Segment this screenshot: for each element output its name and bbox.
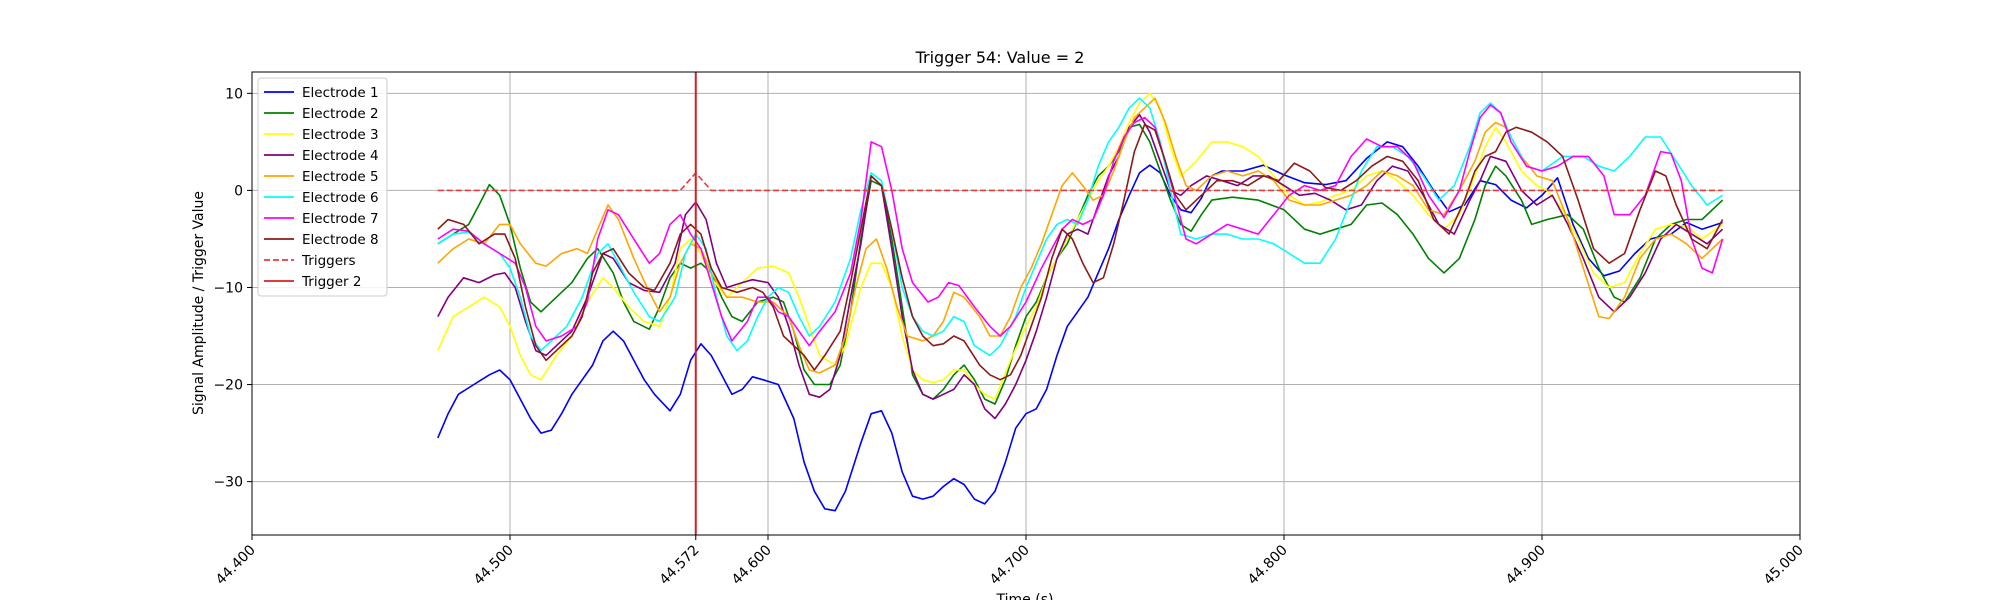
legend-label-electrode-6: Electrode 6 bbox=[302, 190, 379, 206]
legend: Electrode 1 Electrode 2 Electrode 3 Electro… bbox=[257, 77, 388, 297]
series-line-electrode-6 bbox=[437, 97, 1724, 357]
y-tick-label: −30 bbox=[213, 475, 243, 491]
y-tick-label: 0 bbox=[234, 183, 243, 199]
x-axis-label: Time (s) bbox=[996, 592, 1054, 600]
chart-title: Trigger 54: Value = 2 bbox=[915, 48, 1085, 67]
series-line-electrode-1 bbox=[437, 141, 1723, 512]
legend-label-electrode-7: Electrode 7 bbox=[302, 211, 379, 227]
legend-label-electrode-8: Electrode 8 bbox=[302, 232, 379, 248]
series-line-electrode-5 bbox=[437, 97, 1724, 374]
y-tick-label: 10 bbox=[225, 86, 243, 102]
legend-label-electrode-4: Electrode 4 bbox=[302, 148, 379, 164]
y-tick-label: −20 bbox=[213, 378, 243, 394]
series-line-electrode-7 bbox=[437, 104, 1724, 347]
legend-box bbox=[257, 77, 388, 297]
legend-label-triggers: Triggers bbox=[301, 253, 356, 269]
series-line-electrode-2 bbox=[437, 123, 1724, 405]
y-axis: −30 −20 −10 0 10 bbox=[213, 86, 252, 491]
legend-label-electrode-2: Electrode 2 bbox=[302, 106, 379, 122]
series-line-electrode-4 bbox=[437, 113, 1724, 420]
y-tick-label: −10 bbox=[213, 280, 243, 296]
series-layer bbox=[437, 72, 1724, 535]
legend-label-electrode-5: Electrode 5 bbox=[302, 169, 379, 185]
y-axis-label: Signal Amplitude / Trigger Value bbox=[191, 191, 207, 415]
legend-label-electrode-3: Electrode 3 bbox=[302, 127, 379, 143]
series-line-electrode-8 bbox=[437, 123, 1724, 381]
legend-label-electrode-1: Electrode 1 bbox=[302, 85, 379, 101]
legend-label-trigger-2: Trigger 2 bbox=[301, 274, 361, 290]
